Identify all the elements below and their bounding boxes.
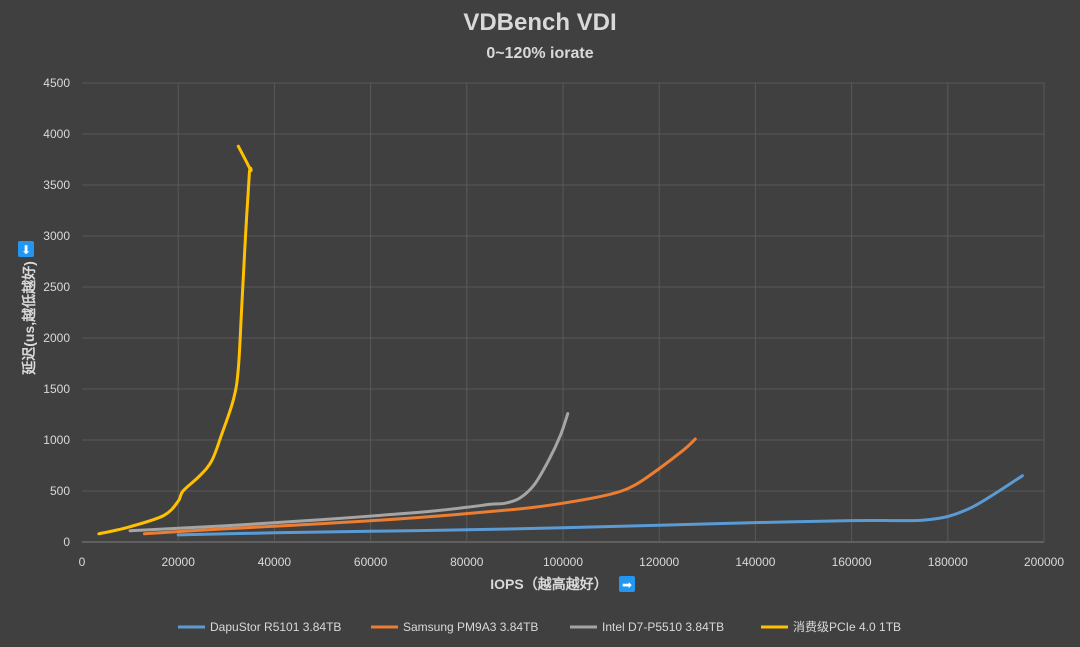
x-axis-label: IOPS（越高越好） bbox=[490, 576, 607, 592]
series-line-2 bbox=[128, 412, 570, 533]
legend-label: Intel D7-P5510 3.84TB bbox=[602, 620, 724, 634]
x-tick-label: 200000 bbox=[1024, 555, 1064, 569]
x-tick-label: 40000 bbox=[258, 555, 292, 569]
y-axis-ticks: 0 500 1000 1500 2000 2500 3000 3500 4000 4500 bbox=[43, 76, 70, 549]
plot-lines bbox=[97, 144, 1024, 537]
y-axis-label: 延迟(us,越低越好) bbox=[21, 261, 37, 376]
x-axis-ticks: 0 20000 40000 60000 80000 100000 120000 140000 1… bbox=[79, 555, 1065, 569]
x-tick-label: 120000 bbox=[639, 555, 679, 569]
x-arrow-badge bbox=[619, 576, 635, 592]
y-axis-label-group: 延迟(us,越低越好) bbox=[21, 261, 37, 376]
y-tick-label: 0 bbox=[63, 535, 70, 549]
chart-subtitle: 0~120% iorate bbox=[486, 45, 593, 62]
legend-label: Samsung PM9A3 3.84TB bbox=[403, 620, 538, 634]
series-line-3 bbox=[97, 144, 253, 536]
legend-label: 消费级PCIe 4.0 1TB bbox=[793, 620, 901, 634]
y-tick-label: 3000 bbox=[43, 229, 70, 243]
y-tick-label: 4000 bbox=[43, 127, 70, 141]
y-tick-label: 2500 bbox=[43, 280, 70, 294]
y-tick-label: 4500 bbox=[43, 76, 70, 90]
y-tick-label: 2000 bbox=[43, 331, 70, 345]
y-tick-label: 500 bbox=[50, 484, 70, 498]
series-line-0 bbox=[176, 474, 1024, 537]
x-tick-label: 20000 bbox=[162, 555, 196, 569]
down-arrow-icon: ⬇ bbox=[21, 243, 31, 257]
x-tick-label: 140000 bbox=[735, 555, 775, 569]
y-tick-label: 1500 bbox=[43, 382, 70, 396]
series-line-1 bbox=[143, 437, 697, 536]
grid bbox=[82, 82, 1045, 543]
legend: DapuStor R5101 3.84TB Samsung PM9A3 3.84T… bbox=[178, 620, 901, 634]
x-tick-label: 100000 bbox=[543, 555, 583, 569]
chart-title: VDBench VDI bbox=[463, 9, 616, 36]
right-arrow-icon: ➡ bbox=[622, 578, 632, 592]
y-arrow-badge bbox=[18, 241, 34, 257]
y-tick-label: 1000 bbox=[43, 433, 70, 447]
x-tick-label: 0 bbox=[79, 555, 86, 569]
y-tick-label: 3500 bbox=[43, 178, 70, 192]
legend-label: DapuStor R5101 3.84TB bbox=[210, 620, 341, 634]
x-tick-label: 160000 bbox=[832, 555, 872, 569]
x-tick-label: 60000 bbox=[354, 555, 388, 569]
x-tick-label: 80000 bbox=[450, 555, 484, 569]
x-tick-label: 180000 bbox=[928, 555, 968, 569]
